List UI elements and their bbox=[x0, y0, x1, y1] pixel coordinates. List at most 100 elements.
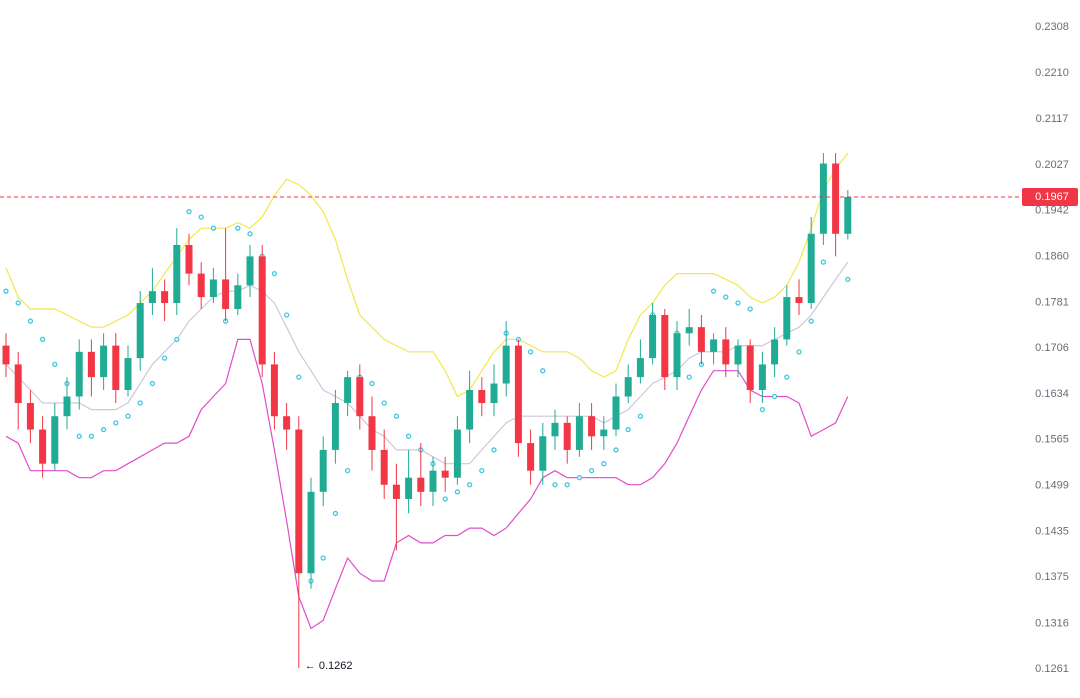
sar-dot bbox=[686, 374, 692, 380]
sar-dot bbox=[283, 312, 290, 318]
sar-dot bbox=[137, 400, 143, 406]
candle-body bbox=[161, 291, 169, 304]
candle-body bbox=[270, 364, 278, 417]
sar-dot bbox=[393, 413, 400, 419]
sar-dot bbox=[210, 225, 217, 231]
y-tick-label: 0.2027 bbox=[1035, 159, 1069, 171]
sar-dot bbox=[820, 259, 827, 265]
sar-dot bbox=[808, 318, 814, 324]
sar-dot bbox=[491, 447, 497, 453]
sar-dot bbox=[454, 489, 461, 495]
sar-dot bbox=[784, 374, 790, 380]
candle-body bbox=[490, 383, 498, 404]
candle-body bbox=[783, 297, 791, 340]
candle-body bbox=[356, 377, 364, 417]
candle-body bbox=[441, 470, 449, 478]
candle-body bbox=[844, 196, 852, 234]
candle-body bbox=[429, 470, 437, 492]
sar-dot bbox=[405, 433, 412, 439]
band-line bbox=[5, 261, 849, 465]
candle-body bbox=[539, 436, 547, 471]
candle-body bbox=[185, 244, 193, 274]
sar-dot bbox=[759, 406, 766, 413]
candle-body bbox=[124, 358, 132, 390]
sar-dot bbox=[735, 300, 741, 306]
y-tick-label: 0.1860 bbox=[1035, 250, 1069, 262]
candle-body bbox=[685, 327, 693, 334]
candle-body bbox=[612, 396, 620, 430]
sar-dot bbox=[613, 447, 619, 453]
candle-body bbox=[795, 297, 803, 304]
sar-dot bbox=[771, 393, 778, 400]
sar-dot bbox=[76, 433, 82, 439]
candle-body bbox=[319, 449, 327, 492]
candle-body bbox=[87, 351, 95, 378]
candle-body bbox=[258, 256, 266, 365]
candle-body bbox=[649, 315, 657, 359]
y-tick-label: 0.1942 bbox=[1035, 204, 1069, 216]
candle-body bbox=[173, 244, 181, 304]
candle-body bbox=[392, 484, 400, 499]
sar-dot bbox=[198, 214, 204, 220]
candle-body bbox=[39, 429, 47, 464]
candle-body bbox=[380, 449, 388, 485]
band-line bbox=[5, 338, 849, 630]
sar-dot bbox=[466, 482, 473, 488]
sar-dot bbox=[174, 336, 180, 343]
candle-body bbox=[600, 429, 608, 437]
candle-body bbox=[832, 163, 840, 234]
candle-body bbox=[478, 389, 486, 404]
sar-dot bbox=[247, 231, 253, 237]
candle-body bbox=[63, 396, 71, 417]
sar-dot bbox=[344, 468, 351, 474]
sar-dot bbox=[369, 380, 375, 387]
candle-body bbox=[624, 377, 632, 397]
sar-dot bbox=[710, 288, 717, 294]
candle-body bbox=[527, 443, 535, 471]
candle-body bbox=[246, 256, 254, 286]
sar-dot bbox=[113, 420, 119, 426]
low-annotation: ← 0.1262 bbox=[305, 660, 353, 672]
candle-body bbox=[331, 403, 339, 450]
sar-dot bbox=[625, 426, 631, 433]
candle-body bbox=[2, 345, 10, 365]
candle-body bbox=[466, 389, 474, 430]
candle-body bbox=[283, 416, 291, 430]
y-tick-label: 0.1706 bbox=[1035, 342, 1069, 354]
candle-body bbox=[344, 377, 352, 404]
sar-dot bbox=[479, 468, 485, 474]
y-tick-label: 0.2210 bbox=[1035, 67, 1069, 79]
candle-body bbox=[405, 477, 413, 499]
candle-body bbox=[710, 339, 718, 352]
candle-body bbox=[673, 333, 681, 378]
candle-body bbox=[26, 403, 34, 430]
sar-dot bbox=[15, 300, 21, 306]
sar-dot bbox=[527, 349, 534, 355]
sar-dot bbox=[601, 461, 607, 467]
sar-dot bbox=[552, 482, 558, 488]
candle-body bbox=[575, 416, 583, 450]
candle-body bbox=[771, 339, 779, 365]
last-price-label: 0.1967 bbox=[1035, 191, 1069, 203]
sar-dot bbox=[723, 294, 729, 300]
y-tick-label: 0.1261 bbox=[1035, 663, 1069, 675]
sar-dot bbox=[296, 374, 302, 380]
sar-dot bbox=[442, 496, 448, 502]
y-tick-label: 0.1435 bbox=[1035, 526, 1069, 538]
candle-body bbox=[722, 339, 730, 365]
candle-body bbox=[807, 233, 815, 304]
sar-dot bbox=[3, 288, 9, 294]
sar-dot bbox=[564, 482, 570, 488]
candle-body bbox=[100, 345, 108, 378]
sar-dot bbox=[747, 306, 753, 312]
sar-dot bbox=[320, 555, 326, 561]
candle-body bbox=[148, 291, 156, 304]
sar-dot bbox=[332, 510, 339, 517]
candle-body bbox=[209, 279, 217, 298]
candle-body bbox=[636, 358, 644, 378]
sar-dot bbox=[381, 400, 387, 406]
sar-dot bbox=[161, 355, 168, 361]
sar-dot bbox=[576, 475, 583, 481]
candle-body bbox=[514, 345, 522, 444]
